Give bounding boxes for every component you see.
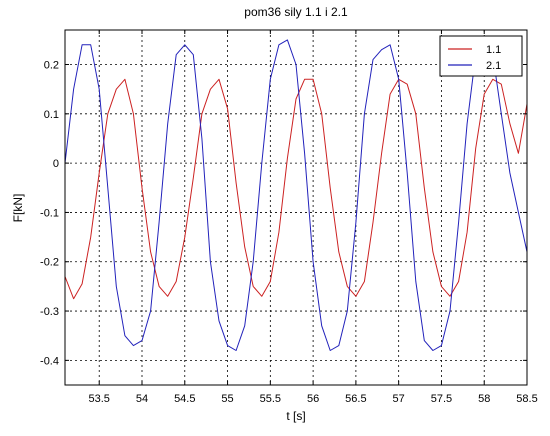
y-tick-label: 0.2 — [44, 60, 59, 72]
series-group — [64, 39, 528, 351]
x-axis-label: t [s] — [286, 409, 305, 423]
x-tick-label: 57 — [393, 393, 405, 405]
plot-area — [65, 30, 527, 385]
y-tick-label: -0.4 — [40, 355, 59, 367]
x-tick-label: 54.5 — [174, 393, 195, 405]
x-axis: 53.5 54 54.5 55 55.5 56 56.5 57 57.5 58 58.5 — [89, 30, 538, 405]
x-tick-label: 57.5 — [431, 393, 452, 405]
y-tick-label: -0.3 — [40, 306, 59, 318]
chart-title: pom36 sily 1.1 i 2.1 — [244, 5, 348, 19]
x-tick-label: 56 — [307, 393, 319, 405]
y-axis-label: F[kN] — [11, 194, 25, 223]
series-line-2-1 — [64, 39, 528, 351]
x-tick-label: 54 — [136, 393, 148, 405]
x-tick-label: 53.5 — [89, 393, 110, 405]
x-tick-label: 56.5 — [345, 393, 366, 405]
y-axis: 0.2 0.1 0 -0.1 -0.2 -0.3 -0.4 — [40, 60, 527, 367]
y-tick-label: 0.1 — [44, 109, 59, 121]
y-tick-label: -0.1 — [40, 207, 59, 219]
plot-border — [64, 29, 528, 386]
legend-label-2-1: 2.1 — [486, 60, 501, 72]
legend: 1.1 2.1 — [439, 35, 523, 77]
series-line-1-1 — [64, 78, 528, 300]
x-tick-label: 58.5 — [516, 393, 537, 405]
legend-label-1-1: 1.1 — [486, 44, 501, 56]
y-tick-label: -0.2 — [40, 257, 59, 269]
y-tick-label: 0 — [53, 158, 59, 170]
x-tick-label: 55.5 — [260, 393, 281, 405]
x-tick-label: 55 — [221, 393, 233, 405]
x-tick-label: 58 — [478, 393, 490, 405]
legend-box — [439, 35, 523, 77]
